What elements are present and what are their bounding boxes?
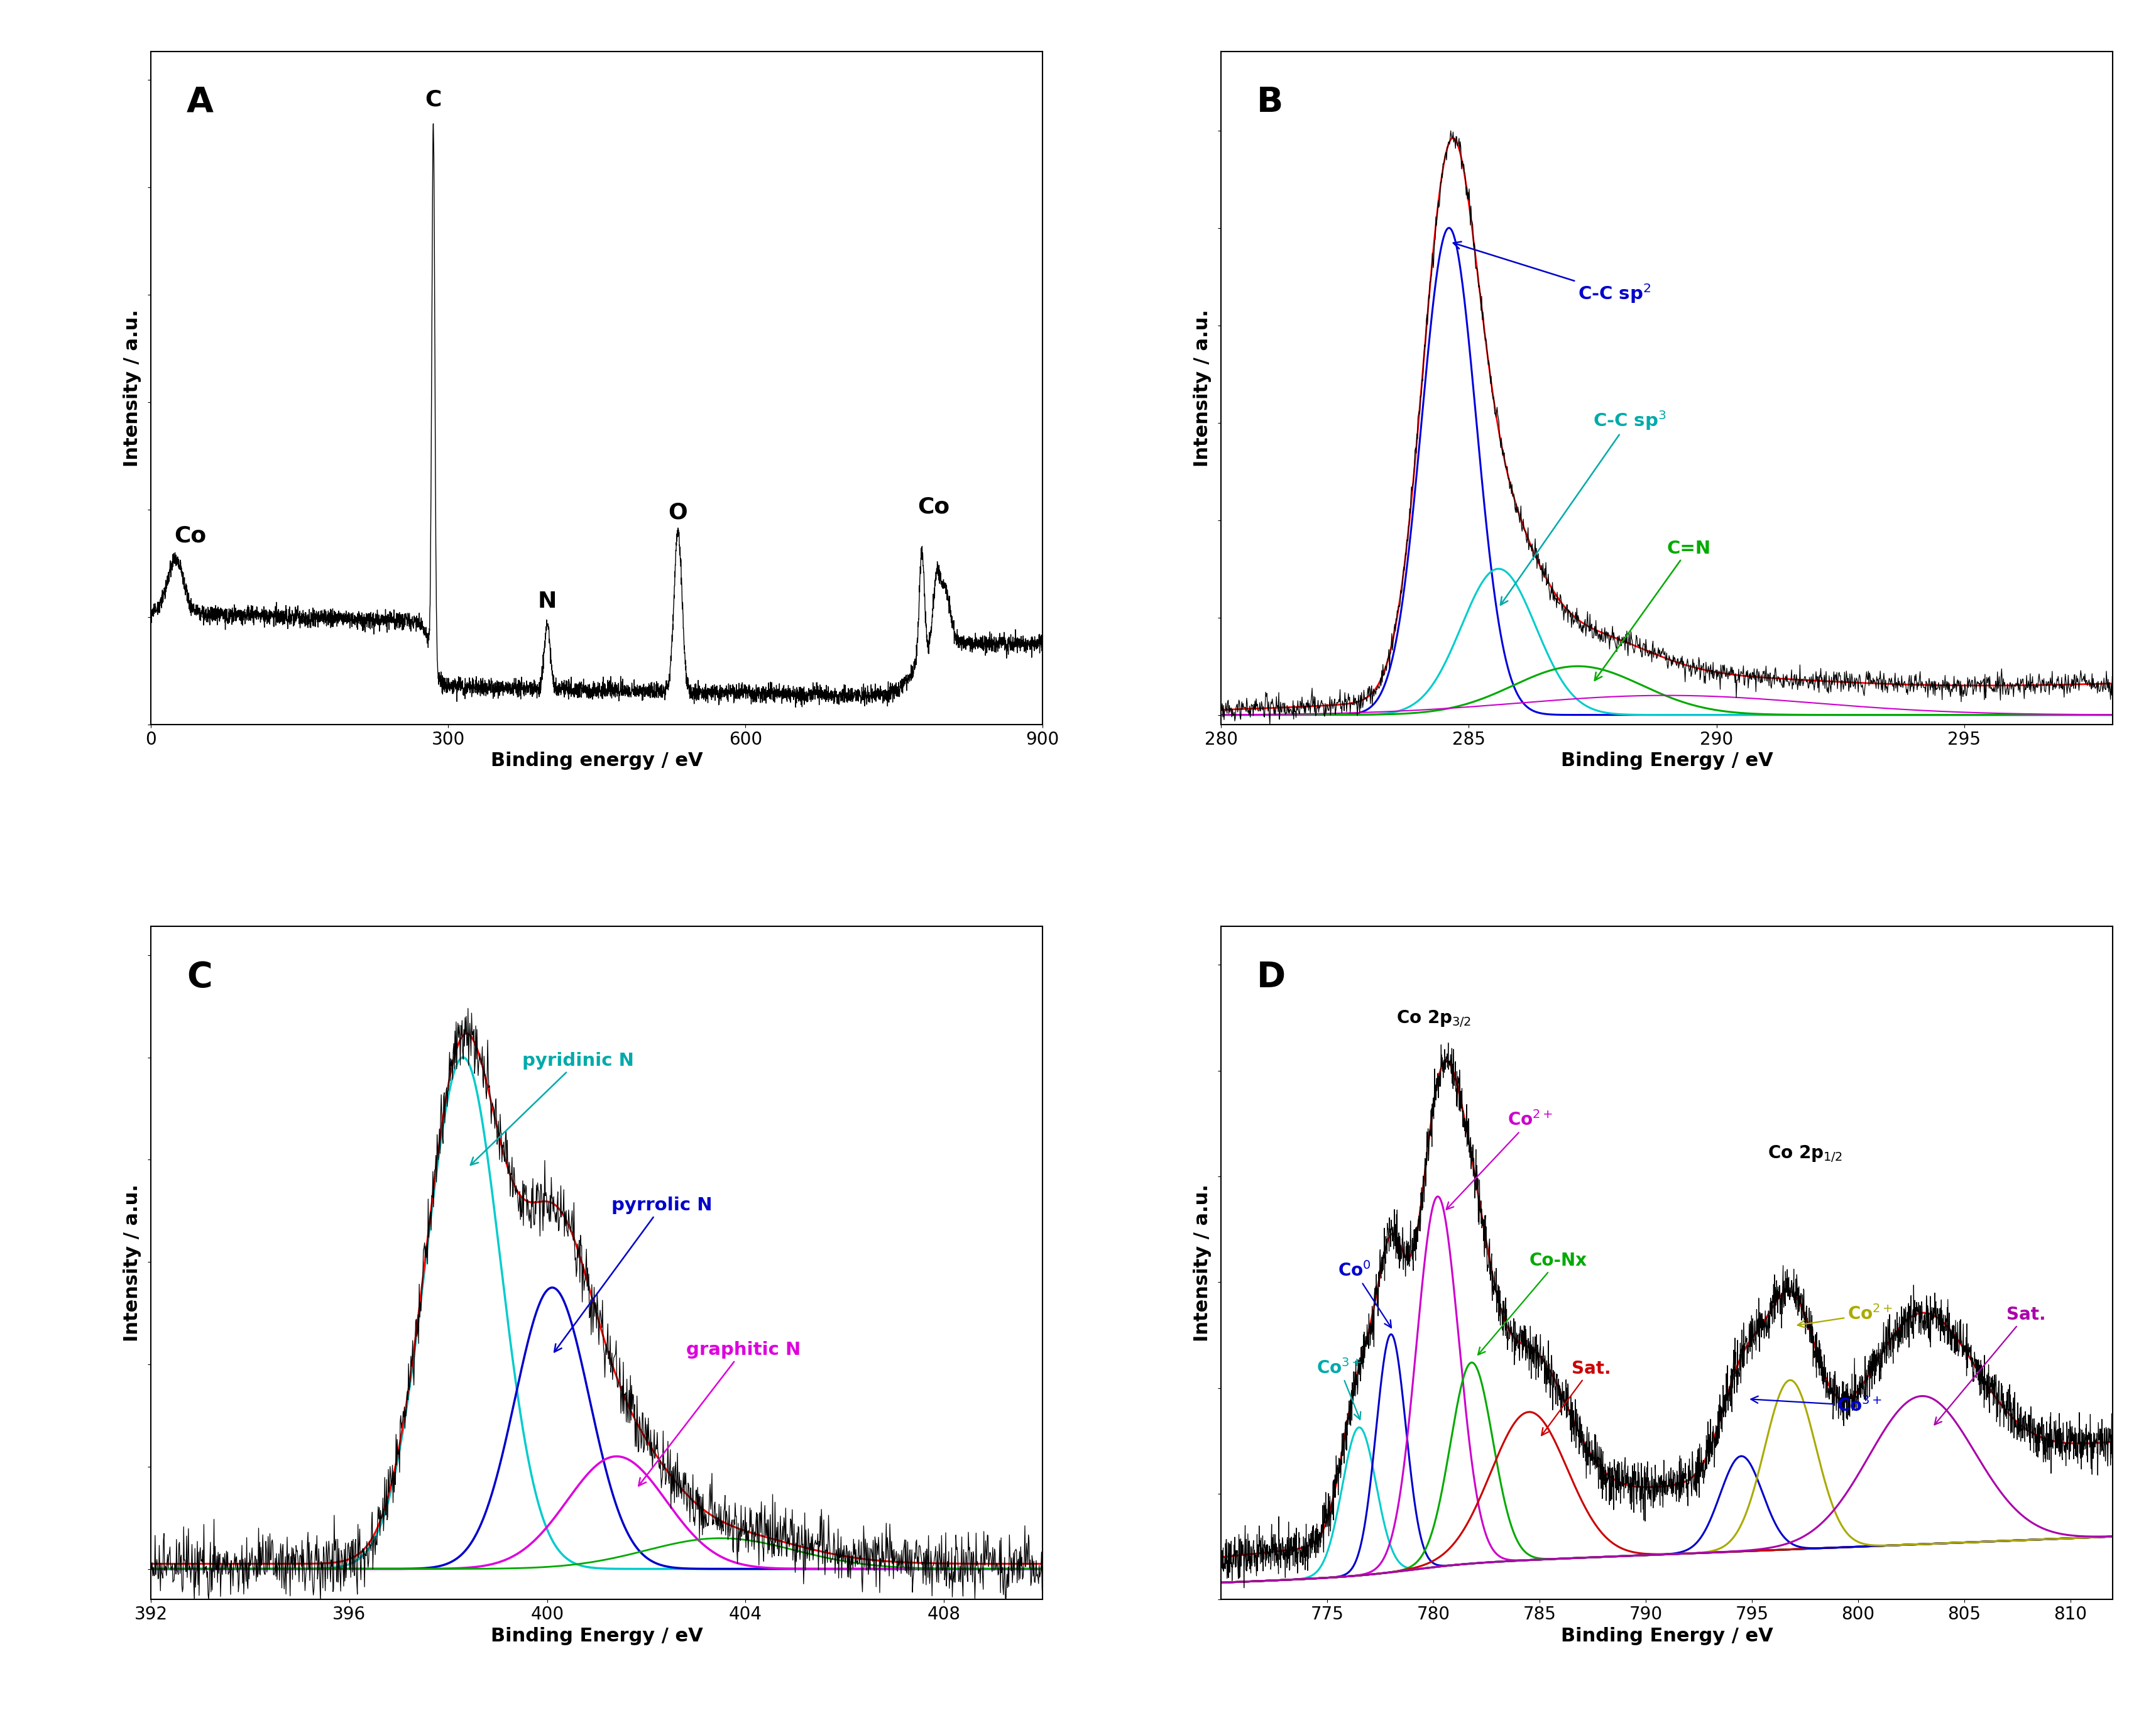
Text: Co$^{3+}$: Co$^{3+}$ [1317,1359,1363,1419]
Y-axis label: Intensity / a.u.: Intensity / a.u. [123,310,142,466]
Text: C=N: C=N [1595,540,1712,681]
Text: Co-Nx: Co-Nx [1479,1252,1587,1355]
X-axis label: Binding Energy / eV: Binding Energy / eV [1561,752,1772,771]
Y-axis label: Intensity / a.u.: Intensity / a.u. [1192,1185,1212,1342]
X-axis label: Binding Energy / eV: Binding Energy / eV [1561,1627,1772,1644]
Text: Co 2p$_{3/2}$: Co 2p$_{3/2}$ [1395,1010,1470,1029]
X-axis label: Binding Energy / eV: Binding Energy / eV [492,1627,703,1644]
Y-axis label: Intensity / a.u.: Intensity / a.u. [1192,310,1212,466]
Text: Sat.: Sat. [1934,1305,2046,1424]
Text: Co$^0$: Co$^0$ [1339,1261,1391,1328]
Text: A: A [188,86,213,119]
Text: graphitic N: graphitic N [638,1342,800,1486]
Text: Co$^{2+}$: Co$^{2+}$ [1447,1111,1552,1209]
Text: pyrrolic N: pyrrolic N [554,1197,711,1352]
Text: Co$^{3+}$: Co$^{3+}$ [1751,1397,1882,1416]
Y-axis label: Intensity / a.u.: Intensity / a.u. [123,1185,142,1342]
Text: D: D [1257,960,1285,994]
Text: B: B [1257,86,1283,119]
Text: C-C sp$^2$: C-C sp$^2$ [1453,243,1651,304]
Text: O: O [668,502,688,523]
Text: pyridinic N: pyridinic N [470,1053,634,1164]
Text: C-C sp$^3$: C-C sp$^3$ [1501,409,1667,605]
Text: Co 2p$_{1/2}$: Co 2p$_{1/2}$ [1768,1144,1843,1164]
Text: C: C [188,960,211,994]
Text: Sat.: Sat. [1542,1359,1611,1436]
Text: Co: Co [175,525,207,547]
X-axis label: Binding energy / eV: Binding energy / eV [492,752,703,771]
Text: N: N [537,592,556,612]
Text: Co$^{2+}$: Co$^{2+}$ [1798,1304,1893,1328]
Text: C: C [425,89,442,110]
Text: Co: Co [918,497,951,518]
